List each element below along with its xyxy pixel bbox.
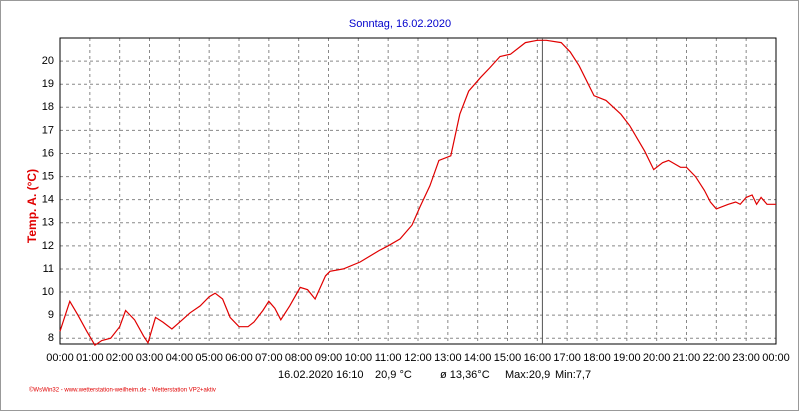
- info-text: Max:20,9: [505, 369, 550, 381]
- x-tick-label: 04:00: [166, 352, 194, 364]
- x-tick-label: 02:00: [106, 352, 134, 364]
- y-tick-label: 9: [48, 309, 54, 321]
- info-text: ø 13,36°C: [440, 369, 490, 381]
- info-text: Min:7,7: [555, 369, 591, 381]
- info-text: 16:10: [336, 369, 364, 381]
- y-tick-label: 12: [42, 240, 54, 252]
- x-tick-label: 17:00: [553, 352, 581, 364]
- x-tick-label: 15:00: [494, 352, 522, 364]
- info-text: 16.02.2020: [278, 369, 333, 381]
- temperature-line: [59, 39, 776, 347]
- y-tick-label: 17: [42, 124, 54, 136]
- y-tick-label: 10: [42, 286, 54, 298]
- plot-border: [59, 37, 777, 345]
- x-tick-label: 22:00: [703, 352, 731, 364]
- x-tick-label: 13:00: [434, 352, 462, 364]
- x-tick-label: 10:00: [345, 352, 373, 364]
- info-text: 20,9 °C: [375, 369, 412, 381]
- x-tick-label: 14:00: [464, 352, 492, 364]
- y-tick-label: 11: [43, 263, 54, 275]
- y-tick-label: 15: [42, 170, 54, 182]
- x-tick-label: 12:00: [404, 352, 432, 364]
- x-tick-label: 18:00: [583, 352, 611, 364]
- x-tick-label: 16:00: [524, 352, 552, 364]
- footer: ©WsWin32 - www.wetterstation-weilheim.de…: [29, 387, 216, 394]
- x-tick-label: 21:00: [673, 352, 701, 364]
- x-tick-label: 09:00: [315, 352, 343, 364]
- x-tick-label: 23:00: [732, 352, 760, 364]
- y-tick-label: 18: [42, 101, 54, 113]
- x-tick-label: 11:00: [375, 352, 402, 364]
- y-tick-label: 20: [42, 55, 54, 67]
- x-tick-label: 00:00: [46, 352, 74, 364]
- y-tick-label: 8: [48, 332, 54, 344]
- x-tick-label: 07:00: [255, 352, 283, 364]
- y-tick-label: 14: [42, 194, 54, 206]
- x-tick-label: 03:00: [136, 352, 164, 364]
- y-tick-label: 19: [42, 78, 54, 90]
- x-tick-label: 01:00: [76, 352, 104, 364]
- chart-title: Sonntag, 16.02.2020: [349, 18, 451, 30]
- y-axis-label: Temp. A. (°C): [25, 169, 39, 243]
- x-tick-label: 00:00: [762, 352, 790, 364]
- y-tick-label: 16: [42, 147, 54, 159]
- x-tick-label: 20:00: [643, 352, 671, 364]
- x-tick-label: 19:00: [613, 352, 641, 364]
- y-tick-label: 13: [42, 217, 54, 229]
- x-tick-label: 06:00: [225, 352, 253, 364]
- x-tick-label: 05:00: [195, 352, 223, 364]
- x-tick-label: 08:00: [285, 352, 313, 364]
